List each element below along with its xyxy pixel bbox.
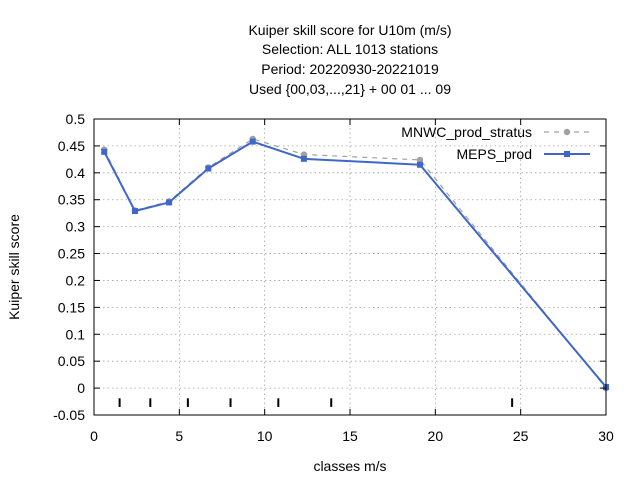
- y-axis-label: Kuiper skill score: [6, 214, 22, 320]
- grid: [94, 119, 606, 415]
- y-tick-label: 0.3: [66, 219, 86, 235]
- y-tick-label: 0.25: [58, 246, 85, 262]
- axis-ticks: -0.05 0 0.05 0.1 0.15 0.2 0.25 0.3 0.35 0.4 0.45 0.…: [53, 111, 614, 444]
- data-point: [300, 155, 307, 162]
- x-tick-label: 5: [175, 428, 183, 444]
- data-point: [101, 148, 108, 155]
- y-tick-label: 0.4: [66, 165, 86, 181]
- series-line-2: [103, 140, 607, 388]
- data-point: [416, 156, 424, 164]
- y-tick-label: 0.35: [58, 192, 85, 208]
- data-point: [205, 165, 212, 172]
- y-tick-label: 0.15: [58, 299, 85, 315]
- x-tick-label: 10: [257, 428, 273, 444]
- data-point: [249, 138, 256, 145]
- legend-label: MNWC_prod_stratus: [401, 124, 532, 140]
- legend-marker: [563, 128, 571, 136]
- y-tick-label: 0: [77, 380, 85, 396]
- legend-label: MEPS_prod: [457, 146, 532, 162]
- series-layer: [101, 135, 610, 392]
- legend-marker: [564, 151, 570, 157]
- data-point: [166, 199, 173, 206]
- x-tick-label: 30: [598, 428, 614, 444]
- title-line-2: Selection: ALL 1013 stations: [262, 41, 438, 57]
- y-tick-label: 0.2: [66, 272, 86, 288]
- class-limit-marks: [118, 398, 514, 407]
- x-tick-label: 25: [513, 428, 529, 444]
- y-tick-label: 0.1: [66, 326, 86, 342]
- y-tick-label: 0.5: [66, 111, 86, 127]
- x-tick-label: 0: [90, 428, 98, 444]
- x-tick-label: 20: [428, 428, 444, 444]
- y-tick-label: 0.05: [58, 353, 85, 369]
- x-axis-label: classes m/s: [313, 458, 386, 474]
- legend: MNWC_prod_stratus MEPS_prod: [401, 124, 590, 162]
- plot-frame: [93, 118, 607, 416]
- data-point: [131, 208, 138, 215]
- chart-title: Kuiper skill score for U10m (m/s) Select…: [248, 22, 451, 97]
- y-tick-label: -0.05: [53, 407, 85, 423]
- title-line-4: Used {00,03,...,21} + 00 01 ... 09: [249, 81, 451, 97]
- x-tick-label: 15: [342, 428, 358, 444]
- title-line-1: Kuiper skill score for U10m (m/s): [248, 22, 451, 38]
- y-tick-label: 0.45: [58, 138, 85, 154]
- data-point: [416, 161, 423, 168]
- title-line-3: Period: 20220930-20221019: [261, 61, 439, 77]
